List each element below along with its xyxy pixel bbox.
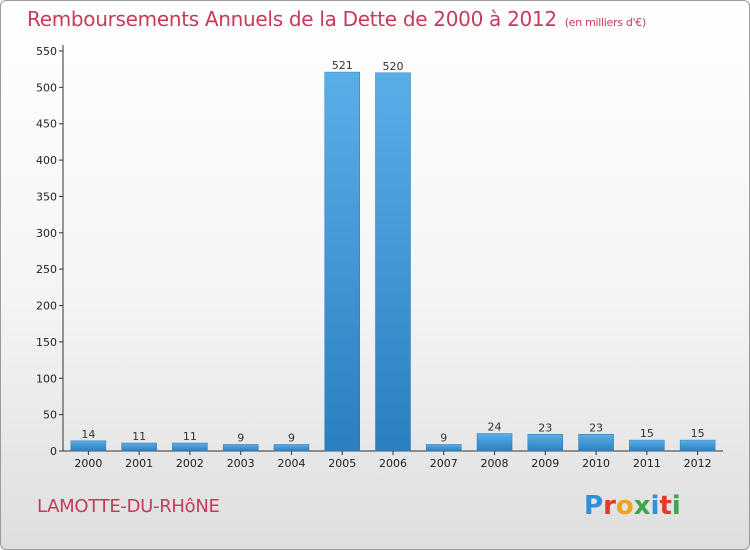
x-tick-label-2000: 2000 (74, 457, 102, 470)
value-label-2006: 520 (383, 60, 404, 73)
logo-letter: t (659, 491, 672, 521)
value-label-2005: 521 (332, 59, 353, 72)
value-label-2002: 11 (183, 430, 197, 443)
y-tick-label: 500 (36, 81, 57, 94)
value-label-2010: 23 (589, 421, 603, 434)
value-label-2001: 11 (132, 430, 146, 443)
value-label-2003: 9 (237, 431, 244, 444)
x-tick-label-2009: 2009 (531, 457, 559, 470)
unit-label: (en milliers d'€) (564, 16, 646, 29)
value-label-2009: 23 (538, 421, 552, 434)
y-tick-label: 150 (36, 336, 57, 349)
value-label-2008: 24 (488, 421, 502, 434)
x-tick-label-2002: 2002 (176, 457, 204, 470)
bar-2003 (222, 444, 259, 452)
logo-letter: i (671, 491, 681, 521)
logo-letter: P (584, 491, 604, 521)
logo-letter: x (633, 491, 651, 521)
x-tick-label-2007: 2007 (430, 457, 458, 470)
y-tick-label: 300 (36, 227, 57, 240)
bar-2000 (70, 440, 107, 452)
bar-2005 (324, 71, 360, 452)
proxiti-logo: Proxiti (584, 491, 681, 521)
y-tick-label: 0 (50, 445, 57, 458)
bar-2006 (375, 72, 411, 452)
y-tick-label: 200 (36, 300, 57, 313)
logo-letter: i (650, 491, 660, 521)
bar-2009 (527, 434, 564, 452)
value-label-2011: 15 (640, 427, 654, 440)
x-tick-label-2011: 2011 (633, 457, 661, 470)
chart-title: Remboursements Annuels de la Dette de 20… (27, 7, 646, 31)
logo-letter: r (603, 491, 616, 521)
value-label-2000: 14 (81, 428, 95, 441)
y-tick-label: 400 (36, 154, 57, 167)
bar-2007 (426, 444, 462, 452)
x-tick-label-2006: 2006 (379, 457, 407, 470)
bar-2004 (273, 444, 310, 452)
x-tick-label-2010: 2010 (582, 457, 610, 470)
bar-2008 (476, 433, 513, 452)
y-tick-label: 250 (36, 263, 57, 276)
bar-2012 (679, 439, 716, 452)
bar-2010 (578, 434, 614, 452)
y-tick-label: 350 (36, 190, 57, 203)
x-tick-label-2005: 2005 (328, 457, 356, 470)
value-label-2007: 9 (440, 431, 447, 444)
bar-2001 (121, 442, 157, 452)
bar-2002 (172, 442, 208, 452)
y-tick-label: 450 (36, 118, 57, 131)
chart-title-text: Remboursements Annuels de la Dette de 20… (27, 7, 557, 31)
x-tick-label-2004: 2004 (277, 457, 305, 470)
commune-name: LAMOTTE-DU-RHôNE (37, 496, 220, 517)
value-label-2004: 9 (288, 431, 295, 444)
y-tick-label: 100 (36, 372, 57, 385)
y-tick-label: 550 (36, 45, 57, 58)
x-tick-label-2001: 2001 (125, 457, 153, 470)
logo-letter: o (615, 491, 634, 521)
x-tick-label-2008: 2008 (481, 457, 509, 470)
value-label-2012: 15 (691, 427, 705, 440)
x-tick-label-2003: 2003 (227, 457, 255, 470)
y-tick-label: 50 (43, 409, 57, 422)
bar-2011 (629, 439, 665, 452)
x-tick-label-2012: 2012 (684, 457, 712, 470)
